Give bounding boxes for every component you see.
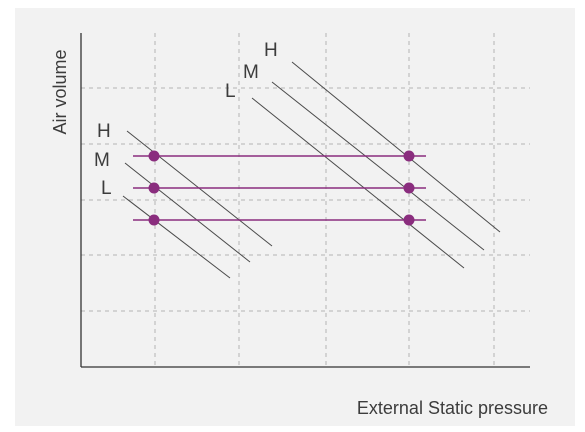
right-curve-h [291,61,501,233]
operating-points [148,150,415,226]
right-curve-label-l: L [225,81,236,102]
x-axis-label: External Static pressure [357,398,548,418]
operating-point [148,150,160,162]
left-fan-curves [122,130,273,279]
operating-point [403,214,415,226]
y-axis-label: Air volume [50,49,70,134]
right-curve-m [271,81,485,251]
left-curve-l [122,195,231,279]
right-curve-label-h: H [264,40,278,61]
right-curve-label-m: M [243,62,259,83]
right-fan-curves [251,61,501,269]
operating-point [148,182,160,194]
left-curve-label-h: H [97,121,111,142]
left-curve-label-m: M [94,150,110,171]
operating-point [148,214,160,226]
right-curve-l [251,97,465,269]
left-curve-label-l: L [101,178,112,199]
grid [81,33,530,367]
operating-point [403,150,415,162]
operating-point [403,182,415,194]
operating-lines [133,155,426,221]
left-curve-m [124,162,251,263]
